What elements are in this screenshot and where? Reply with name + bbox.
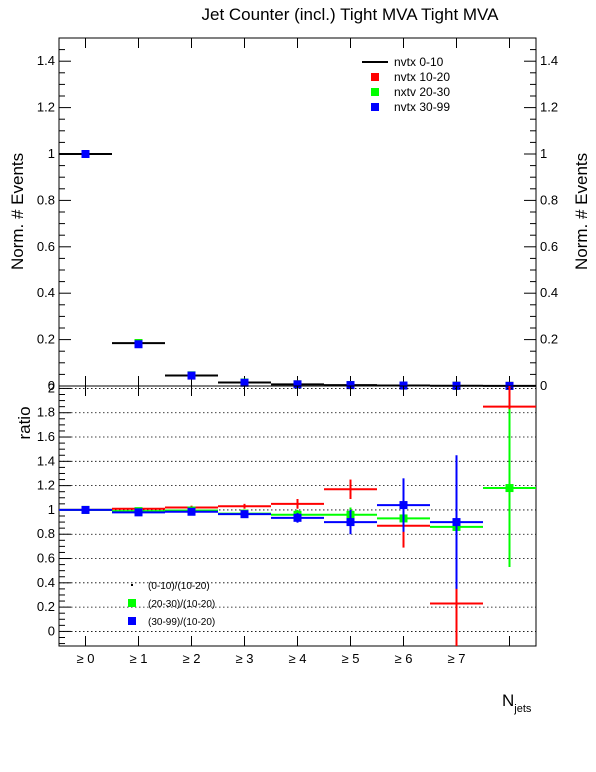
- y-tick-label-left: 0.8: [37, 192, 55, 207]
- ratio-tick-label: 1.6: [37, 429, 55, 444]
- data-point-marker: [134, 340, 143, 349]
- y-tick-label-right: 1.4: [540, 53, 558, 68]
- top-y-ticks: 0 0 0.2 0.2 0.4 0.4 0.6 0.6 0.8 0.8 1 1 1.2 1.2 1.4 1.4: [37, 37, 558, 393]
- bottom-panel: 0 0.2 0.4 0.6 0.8 1 1.2 1.4 1.6 1.8 2 ≥ 0 ≥ 1 ≥ 2 ≥ 3…: [15, 380, 537, 715]
- y-tick-label-left: 1: [48, 146, 55, 161]
- legend-label: nvtx 0-10: [394, 55, 444, 69]
- ratio-legend-label: (20-30)/(10-20): [148, 599, 215, 610]
- ratio-series: [59, 386, 536, 646]
- legend-label: nvtx 30-99: [394, 100, 450, 114]
- data-point-marker: [81, 150, 90, 158]
- ratio-x-ticks: ≥ 0 ≥ 1 ≥ 2 ≥ 3 ≥ 4 ≥ 5 ≥ 6 ≥ 7: [77, 386, 510, 666]
- y-tick-label-left: 0.6: [37, 239, 55, 254]
- data-point-marker: [187, 371, 196, 380]
- x-tick-label: ≥ 0: [77, 651, 95, 666]
- x-tick-label: ≥ 4: [289, 651, 307, 666]
- ratio-legend-marker: [128, 599, 136, 607]
- y-tick-label-right: 0.6: [540, 239, 558, 254]
- x-tick-label: ≥ 2: [183, 651, 201, 666]
- y-tick-label-right: 0.4: [540, 285, 558, 300]
- y-tick-label-left: 0.2: [37, 332, 55, 347]
- legend-label: nxtv 20-30: [394, 85, 450, 99]
- ratio-tick-label: 1.2: [37, 478, 55, 493]
- ratio-legend-marker: [131, 584, 133, 586]
- x-tick-label: ≥ 1: [130, 651, 148, 666]
- y-tick-label-right: 0.2: [540, 332, 558, 347]
- chart-title: Jet Counter (incl.) Tight MVA Tight MVA: [202, 5, 500, 24]
- ratio-y-ticks: 0 0.2 0.4 0.6 0.8 1 1.2 1.4 1.6 1.8 2: [37, 380, 71, 645]
- y-axis-label-left: Norm. # Events: [8, 153, 27, 270]
- data-point-marker: [293, 380, 302, 389]
- ratio-marker: [452, 518, 461, 527]
- ratio-marker: [134, 508, 143, 517]
- y-axis-label-right: Norm. # Events: [572, 153, 591, 270]
- legend-marker: [371, 103, 379, 111]
- x-axis-label: Njets: [502, 691, 532, 715]
- ratio-tick-label: 0.6: [37, 551, 55, 566]
- ratio-legend: (0-10)/(10-20) (20-30)/(10-20) (30-99)/(10…: [128, 581, 215, 628]
- ratio-marker: [399, 501, 408, 510]
- legend-marker: [371, 73, 379, 81]
- y-tick-label-right: 1: [540, 146, 547, 161]
- data-point-marker: [240, 378, 249, 387]
- y-tick-label-left: 1.2: [37, 100, 55, 115]
- ratio-legend-label: (30-99)/(10-20): [148, 617, 215, 628]
- x-tick-label: ≥ 5: [342, 651, 360, 666]
- ratio-tick-label: 2: [48, 380, 55, 395]
- ratio-marker: [187, 507, 196, 516]
- ratio-legend-marker: [128, 617, 136, 625]
- ratio-tick-label: 1.8: [37, 405, 55, 420]
- x-tick-label: ≥ 7: [448, 651, 466, 666]
- y-tick-label-right: 0.8: [540, 192, 558, 207]
- legend-label: nvtx 10-20: [394, 70, 450, 84]
- ratio-marker: [81, 505, 90, 514]
- ratio-axis-label: ratio: [15, 406, 34, 439]
- ratio-legend-label: (0-10)/(10-20): [148, 581, 210, 592]
- top-x-ticks: [85, 38, 510, 386]
- y-tick-label-right: 1.2: [540, 100, 558, 115]
- y-tick-label-right: 0: [540, 378, 547, 393]
- legend-marker: [371, 88, 379, 96]
- x-axis-label-main: N: [502, 691, 514, 710]
- ratio-marker: [346, 518, 355, 527]
- ratio-marker: [505, 484, 514, 493]
- ratio-marker: [293, 513, 302, 522]
- y-tick-label-left: 0.4: [37, 285, 55, 300]
- x-axis-label-sub: jets: [513, 703, 532, 715]
- ratio-tick-label: 0.8: [37, 526, 55, 541]
- x-tick-label: ≥ 3: [236, 651, 254, 666]
- ratio-tick-label: 1: [48, 502, 55, 517]
- y-tick-label-left: 0: [48, 378, 55, 393]
- ratio-tick-label: 0: [48, 623, 55, 638]
- y-tick-label-left: 1.4: [37, 53, 55, 68]
- data-point-marker: [346, 381, 355, 390]
- x-tick-label: ≥ 6: [395, 651, 413, 666]
- ratio-tick-label: 0.4: [37, 575, 55, 590]
- ratio-tick-label: 1.4: [37, 453, 55, 468]
- ratio-tick-label: 0.2: [37, 599, 55, 614]
- ratio-marker: [240, 510, 249, 519]
